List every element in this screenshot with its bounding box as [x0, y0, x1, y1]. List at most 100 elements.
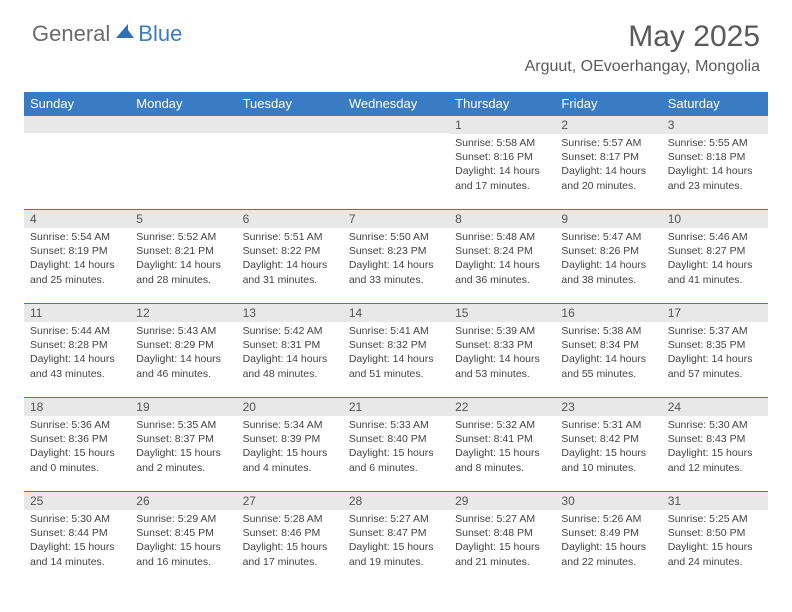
- day-body: Sunrise: 5:34 AMSunset: 8:39 PMDaylight:…: [237, 416, 343, 479]
- day-body: Sunrise: 5:32 AMSunset: 8:41 PMDaylight:…: [449, 416, 555, 479]
- calendar-week: 11Sunrise: 5:44 AMSunset: 8:28 PMDayligh…: [24, 303, 768, 397]
- day-number: 28: [343, 491, 449, 510]
- day-body: Sunrise: 5:30 AMSunset: 8:43 PMDaylight:…: [662, 416, 768, 479]
- calendar-cell: 16Sunrise: 5:38 AMSunset: 8:34 PMDayligh…: [555, 303, 661, 397]
- day-number: 15: [449, 303, 555, 322]
- sunset-text: Sunset: 8:31 PM: [243, 338, 337, 352]
- day-body: Sunrise: 5:36 AMSunset: 8:36 PMDaylight:…: [24, 416, 130, 479]
- calendar-cell: 15Sunrise: 5:39 AMSunset: 8:33 PMDayligh…: [449, 303, 555, 397]
- sunrise-text: Sunrise: 5:54 AM: [30, 230, 124, 244]
- calendar-cell: [24, 115, 130, 209]
- day-body: Sunrise: 5:38 AMSunset: 8:34 PMDaylight:…: [555, 322, 661, 385]
- calendar-cell: 31Sunrise: 5:25 AMSunset: 8:50 PMDayligh…: [662, 491, 768, 585]
- day-number: 18: [24, 397, 130, 416]
- day-body: Sunrise: 5:50 AMSunset: 8:23 PMDaylight:…: [343, 228, 449, 291]
- sunset-text: Sunset: 8:35 PM: [668, 338, 762, 352]
- calendar-cell: 6Sunrise: 5:51 AMSunset: 8:22 PMDaylight…: [237, 209, 343, 303]
- sunset-text: Sunset: 8:50 PM: [668, 526, 762, 540]
- daylight-text: Daylight: 15 hours and 16 minutes.: [136, 540, 230, 568]
- sunrise-text: Sunrise: 5:50 AM: [349, 230, 443, 244]
- sunrise-text: Sunrise: 5:33 AM: [349, 418, 443, 432]
- sunset-text: Sunset: 8:43 PM: [668, 432, 762, 446]
- sunrise-text: Sunrise: 5:43 AM: [136, 324, 230, 338]
- day-number: 6: [237, 209, 343, 228]
- daylight-text: Daylight: 15 hours and 21 minutes.: [455, 540, 549, 568]
- day-number: 1: [449, 115, 555, 134]
- day-number: 31: [662, 491, 768, 510]
- day-body: Sunrise: 5:26 AMSunset: 8:49 PMDaylight:…: [555, 510, 661, 573]
- day-body: Sunrise: 5:31 AMSunset: 8:42 PMDaylight:…: [555, 416, 661, 479]
- calendar-cell: 27Sunrise: 5:28 AMSunset: 8:46 PMDayligh…: [237, 491, 343, 585]
- day-body: [24, 133, 130, 139]
- calendar-cell: [130, 115, 236, 209]
- sunrise-text: Sunrise: 5:34 AM: [243, 418, 337, 432]
- day-body: Sunrise: 5:29 AMSunset: 8:45 PMDaylight:…: [130, 510, 236, 573]
- day-body: Sunrise: 5:46 AMSunset: 8:27 PMDaylight:…: [662, 228, 768, 291]
- daylight-text: Daylight: 15 hours and 2 minutes.: [136, 446, 230, 474]
- sunset-text: Sunset: 8:23 PM: [349, 244, 443, 258]
- logo-text-blue: Blue: [138, 21, 182, 47]
- calendar-cell: 25Sunrise: 5:30 AMSunset: 8:44 PMDayligh…: [24, 491, 130, 585]
- daylight-text: Daylight: 14 hours and 23 minutes.: [668, 164, 762, 192]
- calendar-cell: 1Sunrise: 5:58 AMSunset: 8:16 PMDaylight…: [449, 115, 555, 209]
- day-number: 16: [555, 303, 661, 322]
- day-header: Sunday: [24, 92, 130, 115]
- day-number: 24: [662, 397, 768, 416]
- daylight-text: Daylight: 14 hours and 53 minutes.: [455, 352, 549, 380]
- day-body: Sunrise: 5:41 AMSunset: 8:32 PMDaylight:…: [343, 322, 449, 385]
- sunrise-text: Sunrise: 5:32 AM: [455, 418, 549, 432]
- day-number: 12: [130, 303, 236, 322]
- sunrise-text: Sunrise: 5:38 AM: [561, 324, 655, 338]
- day-number: 4: [24, 209, 130, 228]
- day-number: 19: [130, 397, 236, 416]
- calendar-cell: 24Sunrise: 5:30 AMSunset: 8:43 PMDayligh…: [662, 397, 768, 491]
- day-number: 29: [449, 491, 555, 510]
- sunset-text: Sunset: 8:40 PM: [349, 432, 443, 446]
- calendar-cell: 30Sunrise: 5:26 AMSunset: 8:49 PMDayligh…: [555, 491, 661, 585]
- day-body: [130, 133, 236, 139]
- calendar-cell: 13Sunrise: 5:42 AMSunset: 8:31 PMDayligh…: [237, 303, 343, 397]
- daylight-text: Daylight: 15 hours and 8 minutes.: [455, 446, 549, 474]
- daylight-text: Daylight: 14 hours and 33 minutes.: [349, 258, 443, 286]
- day-body: Sunrise: 5:43 AMSunset: 8:29 PMDaylight:…: [130, 322, 236, 385]
- calendar-cell: 11Sunrise: 5:44 AMSunset: 8:28 PMDayligh…: [24, 303, 130, 397]
- calendar-cell: 18Sunrise: 5:36 AMSunset: 8:36 PMDayligh…: [24, 397, 130, 491]
- day-number: 3: [662, 115, 768, 134]
- day-body: Sunrise: 5:48 AMSunset: 8:24 PMDaylight:…: [449, 228, 555, 291]
- calendar-table: Sunday Monday Tuesday Wednesday Thursday…: [24, 92, 768, 585]
- day-body: Sunrise: 5:28 AMSunset: 8:46 PMDaylight:…: [237, 510, 343, 573]
- day-number: [343, 115, 449, 133]
- sunset-text: Sunset: 8:16 PM: [455, 150, 549, 164]
- sunrise-text: Sunrise: 5:26 AM: [561, 512, 655, 526]
- sunrise-text: Sunrise: 5:41 AM: [349, 324, 443, 338]
- page-title: May 2025: [525, 20, 760, 54]
- sunset-text: Sunset: 8:18 PM: [668, 150, 762, 164]
- sunset-text: Sunset: 8:27 PM: [668, 244, 762, 258]
- sunrise-text: Sunrise: 5:47 AM: [561, 230, 655, 244]
- day-number: 21: [343, 397, 449, 416]
- sunrise-text: Sunrise: 5:44 AM: [30, 324, 124, 338]
- sunrise-text: Sunrise: 5:52 AM: [136, 230, 230, 244]
- day-body: Sunrise: 5:37 AMSunset: 8:35 PMDaylight:…: [662, 322, 768, 385]
- sunset-text: Sunset: 8:42 PM: [561, 432, 655, 446]
- daylight-text: Daylight: 14 hours and 17 minutes.: [455, 164, 549, 192]
- daylight-text: Daylight: 15 hours and 4 minutes.: [243, 446, 337, 474]
- daylight-text: Daylight: 14 hours and 28 minutes.: [136, 258, 230, 286]
- calendar-week: 1Sunrise: 5:58 AMSunset: 8:16 PMDaylight…: [24, 115, 768, 209]
- calendar-cell: 17Sunrise: 5:37 AMSunset: 8:35 PMDayligh…: [662, 303, 768, 397]
- day-body: Sunrise: 5:42 AMSunset: 8:31 PMDaylight:…: [237, 322, 343, 385]
- calendar-cell: 9Sunrise: 5:47 AMSunset: 8:26 PMDaylight…: [555, 209, 661, 303]
- sunrise-text: Sunrise: 5:42 AM: [243, 324, 337, 338]
- day-number: 5: [130, 209, 236, 228]
- sunset-text: Sunset: 8:17 PM: [561, 150, 655, 164]
- sunrise-text: Sunrise: 5:29 AM: [136, 512, 230, 526]
- sunset-text: Sunset: 8:22 PM: [243, 244, 337, 258]
- day-header: Tuesday: [237, 92, 343, 115]
- calendar-cell: 3Sunrise: 5:55 AMSunset: 8:18 PMDaylight…: [662, 115, 768, 209]
- day-header: Wednesday: [343, 92, 449, 115]
- day-body: [343, 133, 449, 139]
- day-body: Sunrise: 5:51 AMSunset: 8:22 PMDaylight:…: [237, 228, 343, 291]
- daylight-text: Daylight: 15 hours and 19 minutes.: [349, 540, 443, 568]
- daylight-text: Daylight: 14 hours and 20 minutes.: [561, 164, 655, 192]
- sunset-text: Sunset: 8:32 PM: [349, 338, 443, 352]
